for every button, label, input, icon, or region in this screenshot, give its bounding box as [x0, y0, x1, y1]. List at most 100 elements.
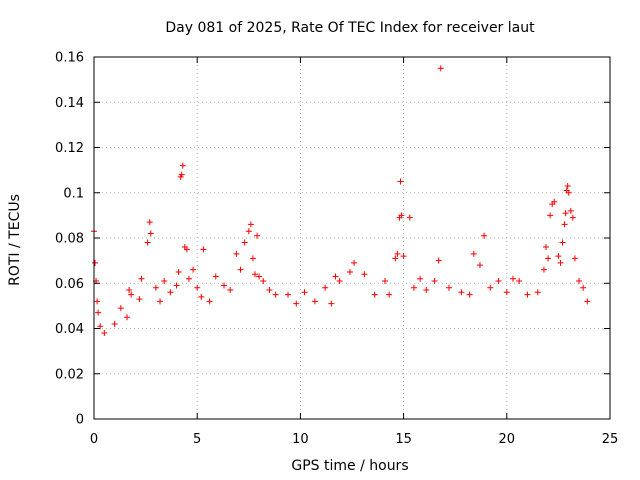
data-point — [423, 287, 430, 294]
data-point — [400, 253, 407, 260]
data-point — [336, 277, 343, 284]
data-point — [97, 323, 104, 330]
data-point — [332, 273, 339, 280]
x-axis-label: GPS time / hours — [291, 458, 408, 474]
data-point — [458, 289, 465, 296]
data-point — [266, 287, 273, 294]
data-point — [198, 293, 205, 300]
data-point — [466, 291, 473, 298]
data-point — [285, 291, 292, 298]
data-point — [559, 239, 566, 246]
y-tick-label: 0.02 — [55, 367, 84, 382]
data-point — [256, 273, 263, 280]
y-tick-label: 0.04 — [55, 322, 84, 337]
data-point — [545, 255, 552, 262]
data-point — [534, 289, 541, 296]
data-points — [91, 65, 591, 337]
y-tick-label: 0.06 — [55, 277, 84, 292]
data-point — [437, 65, 444, 72]
data-point — [564, 182, 571, 189]
y-tick-label: 0.14 — [55, 96, 84, 111]
data-point — [249, 255, 256, 262]
data-point — [194, 284, 201, 291]
data-point — [101, 330, 108, 337]
data-point — [212, 273, 219, 280]
data-point — [487, 284, 494, 291]
data-point — [346, 268, 353, 275]
data-point — [406, 214, 413, 221]
data-point — [183, 246, 190, 253]
data-point — [576, 277, 583, 284]
data-point — [200, 246, 207, 253]
y-tick-label: 0.08 — [55, 232, 84, 247]
data-point — [555, 253, 562, 260]
axis-ticks: 0 0.02 0.04 0.06 0.08 0.1 0.12 0.14 0.16 0 5 10 15 20… — [55, 51, 618, 448]
x-tick-label: 0 — [90, 432, 98, 447]
data-point — [167, 289, 174, 296]
data-point — [557, 259, 564, 266]
data-point — [547, 212, 554, 219]
data-point — [543, 244, 550, 251]
data-point — [251, 271, 258, 278]
data-point — [509, 275, 516, 282]
data-point — [233, 250, 240, 257]
data-point — [161, 277, 168, 284]
data-point — [157, 298, 164, 305]
data-point — [128, 291, 135, 298]
data-point — [221, 282, 228, 289]
x-tick-label: 25 — [602, 432, 619, 447]
data-point — [571, 255, 578, 262]
data-point — [152, 284, 159, 291]
x-tick-label: 10 — [292, 432, 309, 447]
data-point — [124, 314, 131, 321]
data-point — [185, 275, 192, 282]
data-point — [190, 266, 197, 273]
data-point — [397, 178, 404, 185]
data-point — [126, 287, 133, 294]
x-tick-label: 20 — [499, 432, 516, 447]
y-tick-label: 0.1 — [63, 186, 84, 201]
data-point — [136, 296, 143, 303]
data-point — [371, 291, 378, 298]
data-point — [237, 266, 244, 273]
data-point — [351, 259, 358, 266]
data-point — [569, 214, 576, 221]
y-tick-label: 0 — [76, 413, 84, 428]
data-point — [254, 232, 261, 239]
data-point — [175, 268, 182, 275]
data-point — [565, 189, 572, 196]
data-point — [245, 228, 252, 235]
grid-lines — [94, 57, 610, 419]
data-point — [580, 284, 587, 291]
data-point — [328, 300, 335, 307]
data-point — [382, 277, 389, 284]
data-point — [562, 210, 569, 217]
data-point — [178, 171, 185, 178]
data-point — [567, 207, 574, 214]
data-point — [561, 221, 568, 228]
data-point — [503, 289, 510, 296]
data-point — [540, 266, 547, 273]
data-point — [144, 239, 151, 246]
data-point — [361, 271, 368, 278]
data-point — [551, 198, 558, 205]
data-point — [417, 275, 424, 282]
data-point — [386, 291, 393, 298]
data-point — [301, 289, 308, 296]
data-point — [394, 250, 401, 257]
x-tick-label: 15 — [395, 432, 412, 447]
data-point — [495, 277, 502, 284]
data-point — [322, 284, 329, 291]
y-axis-label: ROTI / TECUs — [7, 194, 23, 286]
data-point — [111, 320, 118, 327]
y-tick-label: 0.12 — [55, 141, 84, 156]
x-tick-label: 5 — [193, 432, 201, 447]
data-point — [95, 309, 102, 316]
data-point — [293, 300, 300, 307]
data-point — [147, 230, 154, 237]
data-point — [446, 284, 453, 291]
data-point — [311, 298, 318, 305]
data-point — [94, 298, 101, 305]
data-point — [173, 282, 180, 289]
